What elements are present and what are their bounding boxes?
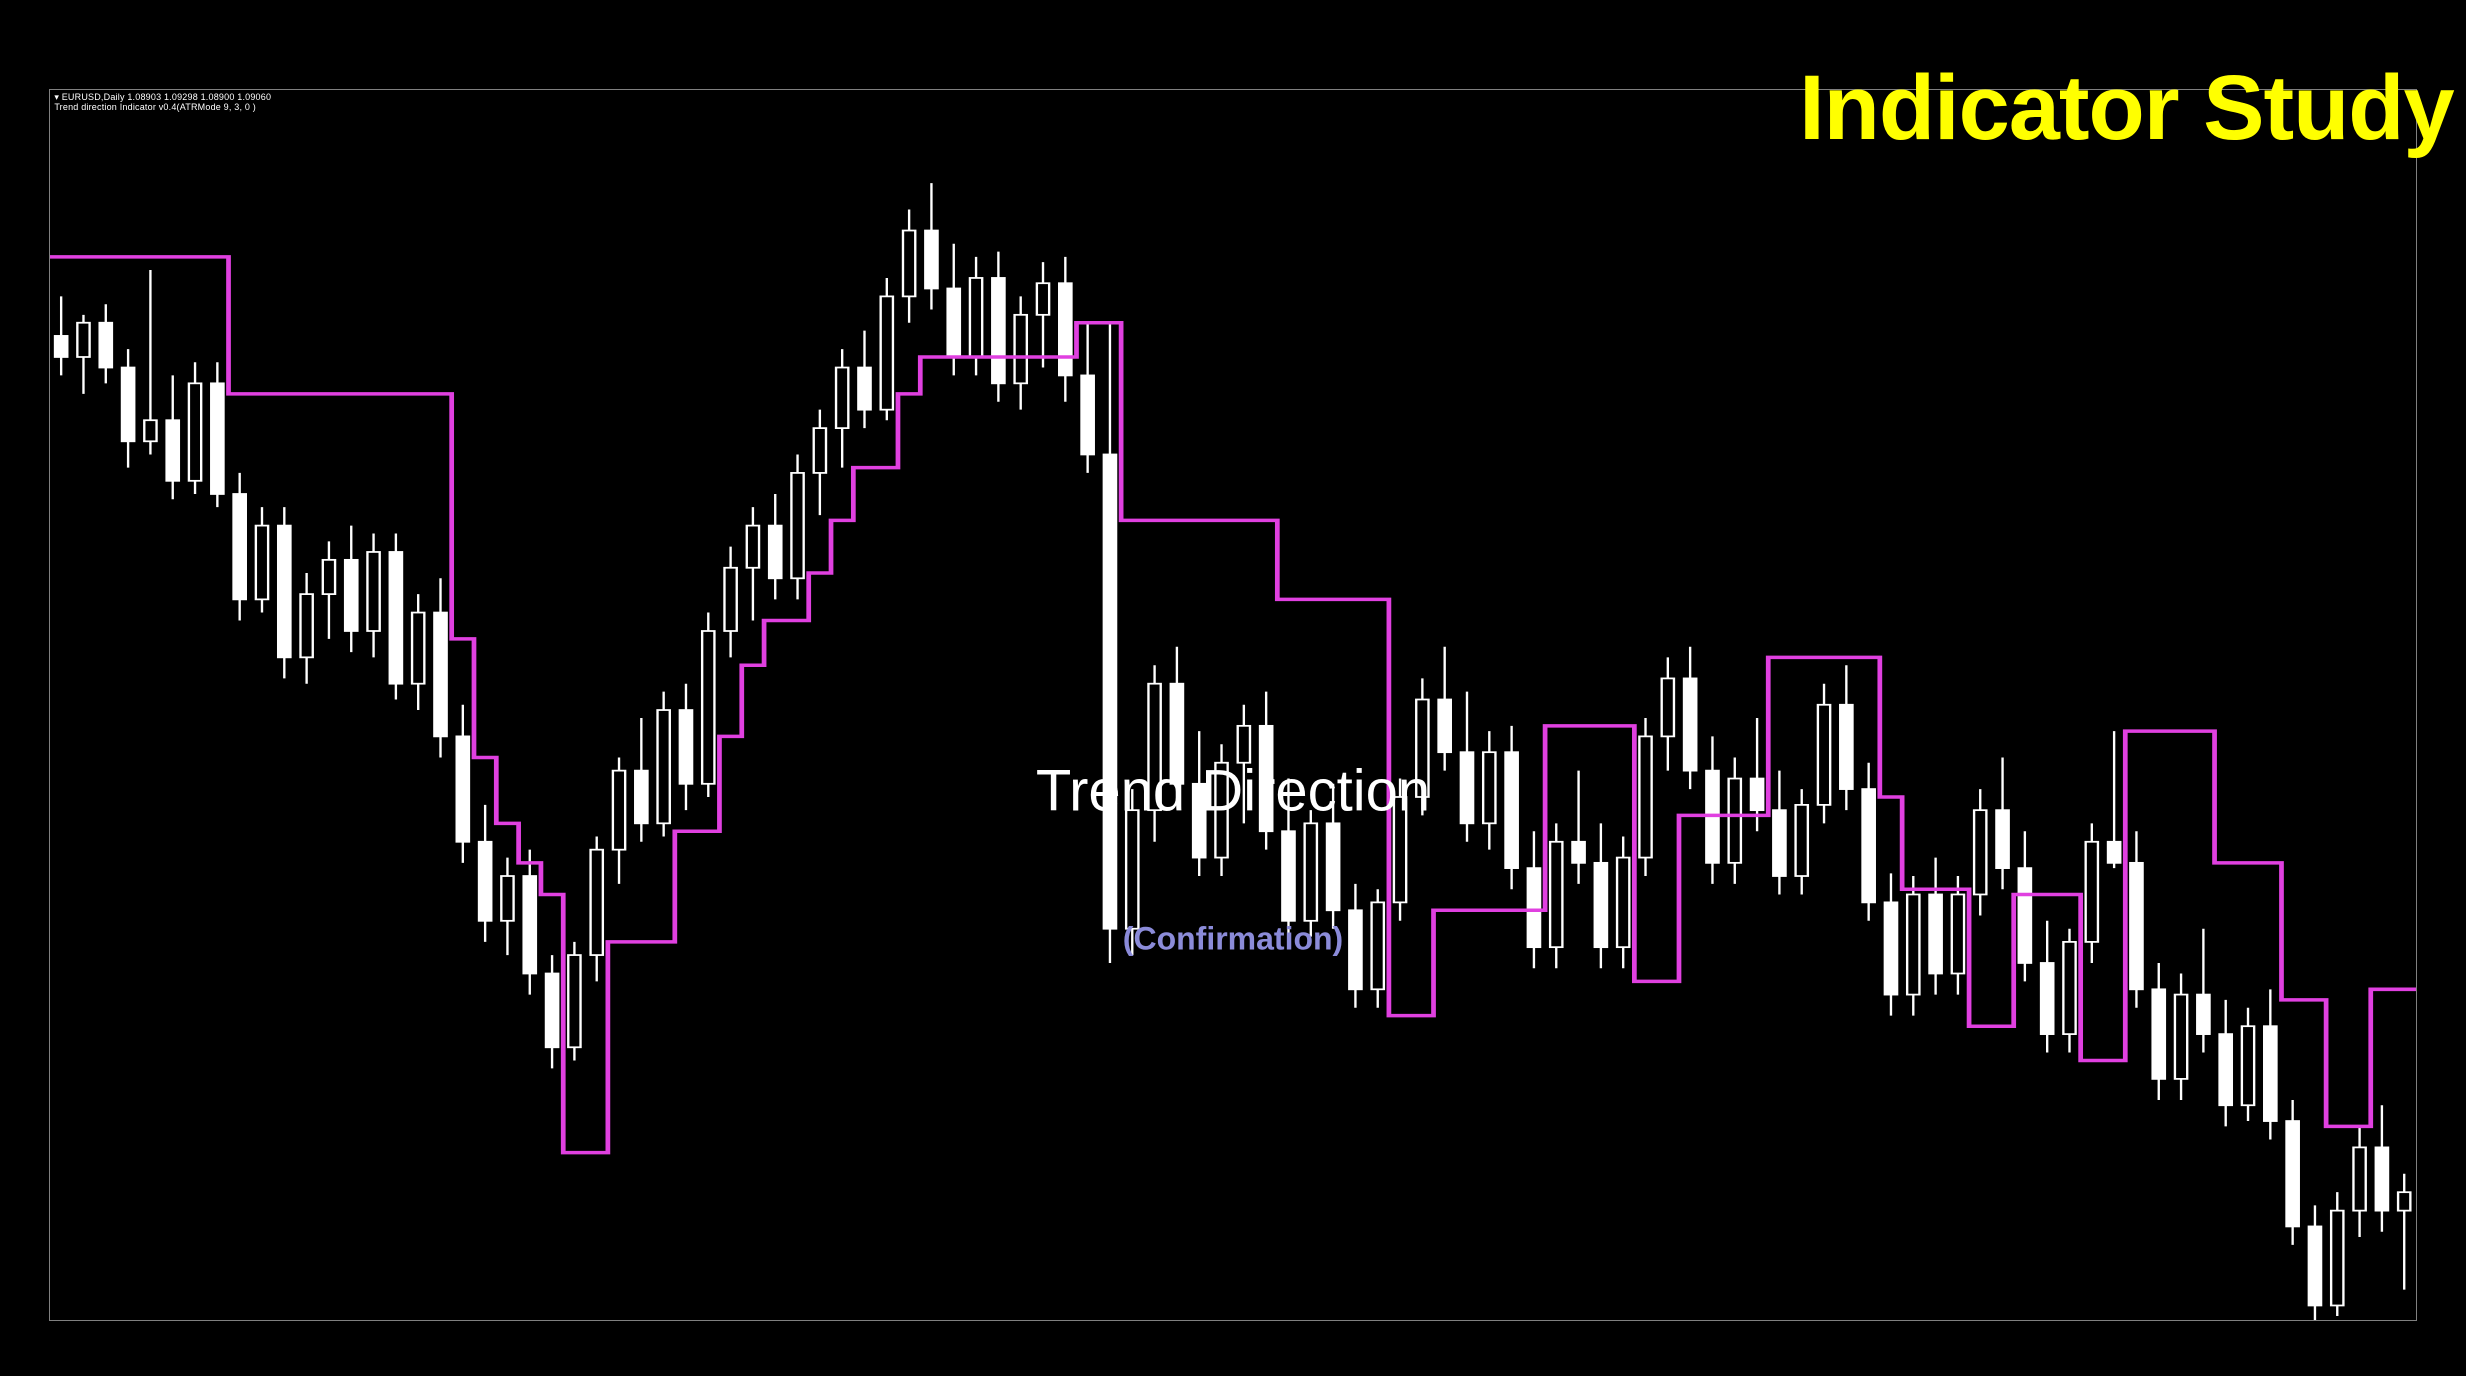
center-label: Trend Direction bbox=[1036, 758, 1430, 825]
chart-panel[interactable]: ▾ EURUSD,Daily 1.08903 1.09298 1.08900 1… bbox=[49, 89, 2416, 1321]
title-overlay: Indicator Study bbox=[1799, 62, 2454, 154]
sub-label: (Confirmation) bbox=[1123, 920, 1343, 957]
page-background: Indicator Study ▾ EURUSD,Daily 1.08903 1… bbox=[0, 0, 2466, 1376]
chart-svg bbox=[50, 90, 2415, 1320]
